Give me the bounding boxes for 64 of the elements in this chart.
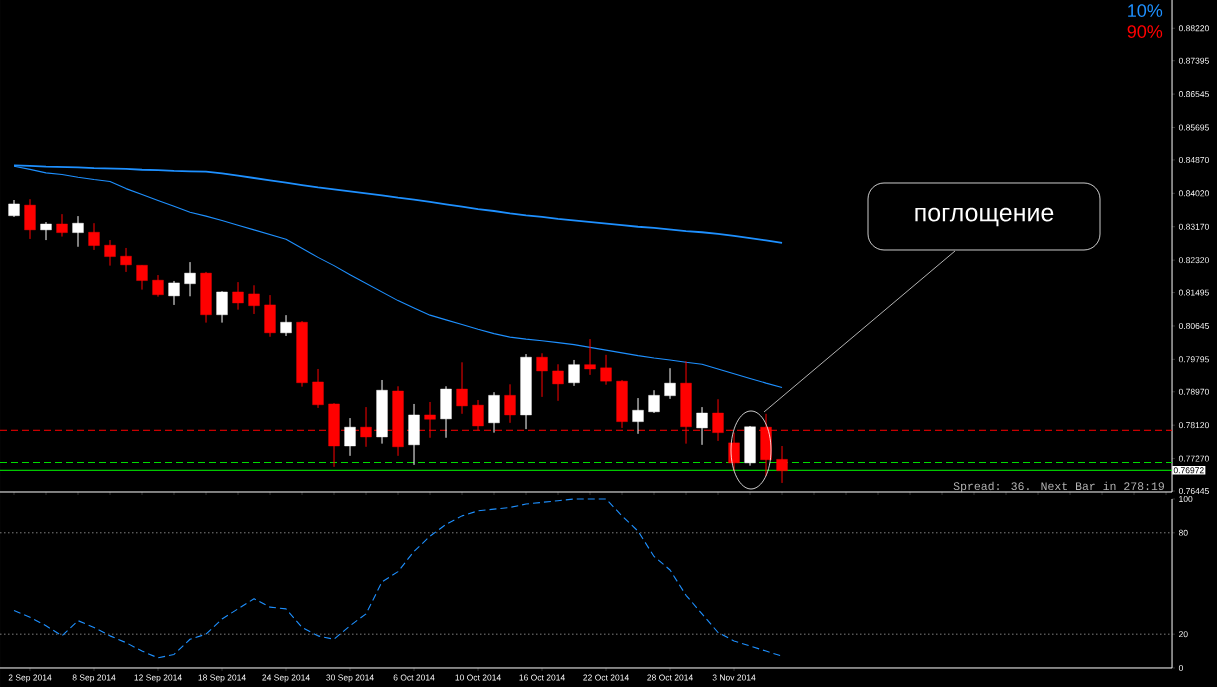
- y-tick-label: 80: [1178, 529, 1188, 536]
- x-tick-label: 24 Sep 2014: [262, 674, 310, 683]
- candlestick: [248, 284, 260, 315]
- y-tick-label: 0.78120: [1178, 422, 1209, 429]
- x-tick-label: 6 Oct 2014: [393, 674, 435, 681]
- candlestick: [600, 354, 612, 386]
- x-tick-label: 8 Sep 2014: [72, 674, 116, 683]
- candlestick: [72, 215, 84, 248]
- candlestick: [648, 389, 660, 414]
- x-tick-label: 16 Oct 2014: [519, 674, 565, 681]
- candlestick: [168, 280, 180, 306]
- y-tick-label: 0: [1178, 664, 1183, 671]
- candlestick: [344, 417, 356, 457]
- candlestick: [120, 247, 132, 273]
- candlestick: [536, 352, 548, 398]
- candlestick: [40, 221, 52, 241]
- candlestick: [504, 383, 516, 424]
- y-tick-label: 0.82320: [1178, 257, 1209, 264]
- y-tick-label: 0.79795: [1178, 356, 1209, 363]
- y-tick-label: 100: [1179, 495, 1193, 502]
- candlestick: [312, 368, 324, 409]
- text: Spread: 36. Next Bar in 278:19: [953, 481, 1164, 493]
- candlestick: [552, 363, 564, 402]
- candlestick: [232, 281, 244, 311]
- candlestick: [632, 397, 644, 435]
- x-tick-label: 12 Sep 2014: [134, 674, 182, 683]
- candlestick: [136, 264, 148, 291]
- x-tick-label: 22 Oct 2014: [583, 674, 629, 681]
- text: 90%: [1127, 25, 1163, 38]
- x-tick-label: 3 Nov 2014: [712, 674, 756, 681]
- y-tick-label: 0.84870: [1178, 156, 1209, 163]
- candlestick: [696, 406, 708, 446]
- x-tick-label: 30 Sep 2014: [326, 674, 374, 683]
- candlestick: [776, 445, 788, 484]
- x-tick-label: 18 Sep 2014: [198, 674, 246, 683]
- candlestick: [56, 213, 68, 238]
- y-tick-label: 0.77270: [1178, 455, 1209, 462]
- candlestick: [456, 361, 468, 415]
- y-tick-label: 0.76445: [1178, 488, 1209, 495]
- candlestick: [152, 274, 164, 298]
- x-tick-label: 28 Oct 2014: [647, 674, 693, 681]
- x-tick-label: 10 Oct 2014: [455, 674, 501, 681]
- candlestick: [104, 239, 116, 267]
- x-tick-label: 2 Sep 2014: [8, 674, 52, 683]
- candlestick: [184, 261, 196, 297]
- candlestick: [216, 290, 228, 324]
- ref-line-label: 0.76972: [1173, 467, 1204, 474]
- candlestick: [568, 359, 580, 387]
- y-tick-label: 0.85695: [1178, 124, 1209, 131]
- candlestick: [664, 367, 676, 400]
- y-tick-label: 0.80645: [1178, 322, 1209, 329]
- y-tick-label: 0.83170: [1178, 223, 1209, 230]
- text: 10%: [1128, 4, 1163, 17]
- candlestick: [584, 338, 596, 376]
- y-tick-label: 20: [1178, 631, 1188, 638]
- y-tick-label: 0.88220: [1178, 25, 1209, 32]
- y-tick-label: 0.78970: [1178, 388, 1209, 395]
- y-tick-label: 0.81495: [1178, 289, 1209, 296]
- text: поглощение: [915, 207, 1054, 227]
- y-tick-label: 0.86545: [1178, 91, 1209, 98]
- y-tick-label: 0.87395: [1178, 57, 1209, 64]
- candlestick: [88, 222, 100, 251]
- candlestick: [280, 314, 292, 337]
- y-tick-label: 0.84020: [1178, 190, 1209, 197]
